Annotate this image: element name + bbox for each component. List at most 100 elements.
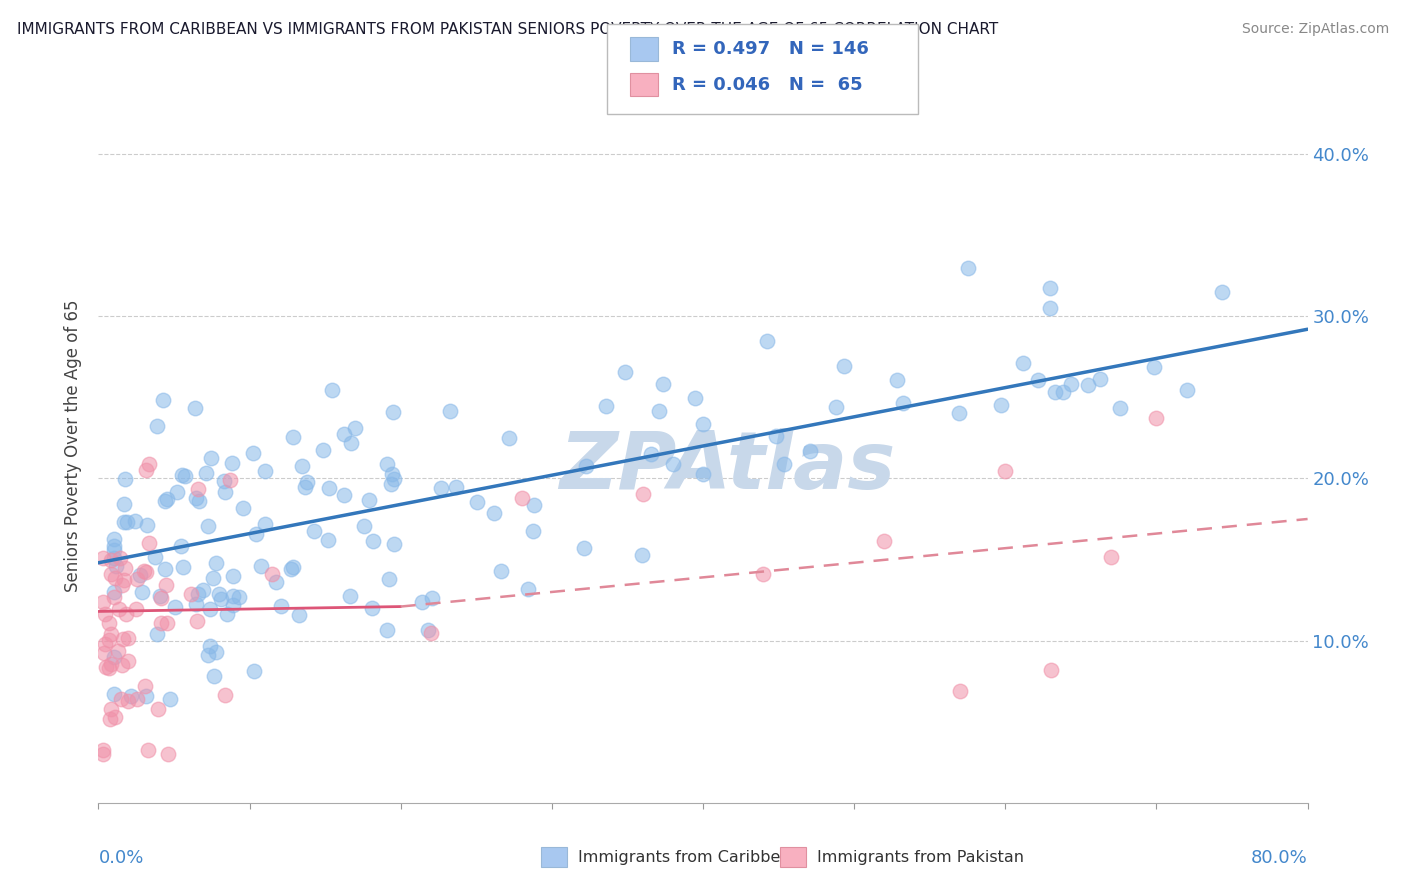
Point — [221, 589, 243, 603]
Point — [1211, 285, 1233, 299]
Point — [765, 428, 787, 442]
Point — [155, 562, 177, 576]
Point — [631, 549, 654, 563]
Point — [523, 498, 546, 512]
Point — [191, 582, 214, 597]
Point — [266, 575, 288, 590]
Point — [97, 616, 120, 631]
Point — [214, 484, 236, 499]
Point — [135, 689, 157, 703]
Point — [146, 702, 169, 716]
Point — [120, 689, 142, 703]
Point — [1039, 663, 1062, 677]
Point — [187, 587, 209, 601]
Point — [873, 533, 896, 548]
Point — [184, 597, 207, 611]
Point — [1012, 356, 1035, 370]
Point — [103, 649, 125, 664]
Point — [156, 747, 179, 761]
Point — [111, 657, 134, 672]
Point — [420, 626, 443, 640]
Point — [262, 567, 284, 582]
Point — [1028, 373, 1050, 387]
Point — [117, 694, 139, 708]
Point — [180, 586, 202, 600]
Point — [288, 607, 311, 622]
Point — [111, 632, 134, 646]
Point — [773, 458, 796, 472]
Point — [98, 712, 121, 726]
Point — [103, 585, 125, 599]
Point — [891, 396, 914, 410]
Point — [215, 607, 238, 621]
Point — [138, 536, 160, 550]
Point — [100, 627, 122, 641]
Point — [94, 607, 117, 621]
Point — [651, 376, 673, 391]
Text: IMMIGRANTS FROM CARIBBEAN VS IMMIGRANTS FROM PAKISTAN SENIORS POVERTY OVER THE A: IMMIGRANTS FROM CARIBBEAN VS IMMIGRANTS … — [17, 22, 998, 37]
Point — [994, 464, 1017, 478]
Point — [648, 404, 671, 418]
Point — [110, 692, 132, 706]
Point — [382, 472, 405, 486]
Y-axis label: Seniors Poverty Over the Age of 65: Seniors Poverty Over the Age of 65 — [65, 300, 83, 592]
Point — [155, 494, 177, 508]
Point — [640, 447, 662, 461]
Point — [692, 467, 714, 482]
Point — [242, 446, 264, 460]
Point — [91, 747, 114, 761]
Text: R = 0.497   N = 146: R = 0.497 N = 146 — [672, 40, 869, 58]
Point — [219, 473, 242, 487]
Point — [117, 654, 139, 668]
Point — [361, 534, 384, 549]
Point — [184, 401, 207, 416]
Point — [344, 420, 367, 434]
Point — [143, 550, 166, 565]
Point — [124, 514, 146, 528]
Text: R = 0.046   N =  65: R = 0.046 N = 65 — [672, 76, 863, 94]
Point — [200, 450, 222, 465]
Point — [91, 551, 114, 566]
Point — [100, 701, 122, 715]
Point — [134, 462, 156, 476]
Point — [429, 481, 451, 495]
Point — [117, 631, 139, 645]
Point — [188, 493, 211, 508]
Point — [948, 406, 970, 420]
Point — [575, 458, 598, 473]
Point — [155, 578, 177, 592]
Point — [134, 679, 156, 693]
Point — [332, 427, 354, 442]
Point — [114, 607, 136, 621]
Point — [1109, 401, 1132, 416]
Point — [990, 398, 1012, 412]
Point — [135, 565, 157, 579]
Point — [254, 464, 277, 478]
Point — [799, 443, 821, 458]
Point — [572, 541, 595, 555]
Point — [146, 627, 169, 641]
Point — [1175, 384, 1198, 398]
Point — [377, 457, 399, 471]
Point — [103, 539, 125, 553]
Point — [832, 359, 855, 374]
Point — [114, 472, 136, 486]
Point — [152, 392, 174, 407]
Point — [311, 442, 333, 457]
Point — [245, 526, 267, 541]
Point — [112, 498, 135, 512]
Point — [357, 492, 380, 507]
Point — [243, 665, 266, 679]
Point — [250, 559, 273, 574]
Point — [662, 457, 685, 471]
Point — [149, 591, 172, 606]
Point — [498, 431, 520, 445]
Point — [156, 491, 179, 506]
Point — [108, 551, 131, 566]
Point — [755, 334, 778, 348]
Point — [94, 660, 117, 674]
Point — [221, 456, 243, 470]
Point — [484, 506, 506, 520]
Point — [253, 517, 276, 532]
Text: 80.0%: 80.0% — [1251, 849, 1308, 867]
